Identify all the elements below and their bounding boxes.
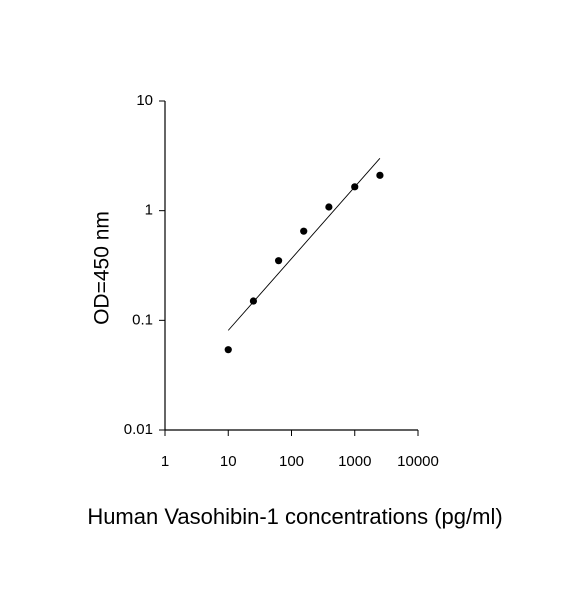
x-axis-label: Human Vasohibin-1 concentrations (pg/ml) bbox=[87, 504, 502, 529]
x-tick-label: 100 bbox=[279, 453, 304, 470]
data-point bbox=[274, 257, 283, 265]
y-tick-label: 10 bbox=[136, 92, 153, 109]
data-point bbox=[376, 171, 384, 179]
x-tick-label: 1 bbox=[161, 453, 169, 470]
x-tick-label: 10 bbox=[220, 453, 237, 470]
data-point bbox=[224, 346, 232, 354]
y-tick-label: 1 bbox=[145, 202, 153, 219]
x-tick-label: 10000 bbox=[397, 453, 439, 470]
data-point bbox=[325, 203, 333, 211]
y-tick-label: 0.01 bbox=[124, 421, 153, 438]
y-axis-label: OD=450 nm bbox=[91, 211, 114, 325]
y-tick-label: 0.1 bbox=[132, 311, 153, 328]
data-point bbox=[300, 227, 308, 235]
x-tick-label: 1000 bbox=[338, 453, 371, 470]
fit-line bbox=[227, 158, 381, 331]
